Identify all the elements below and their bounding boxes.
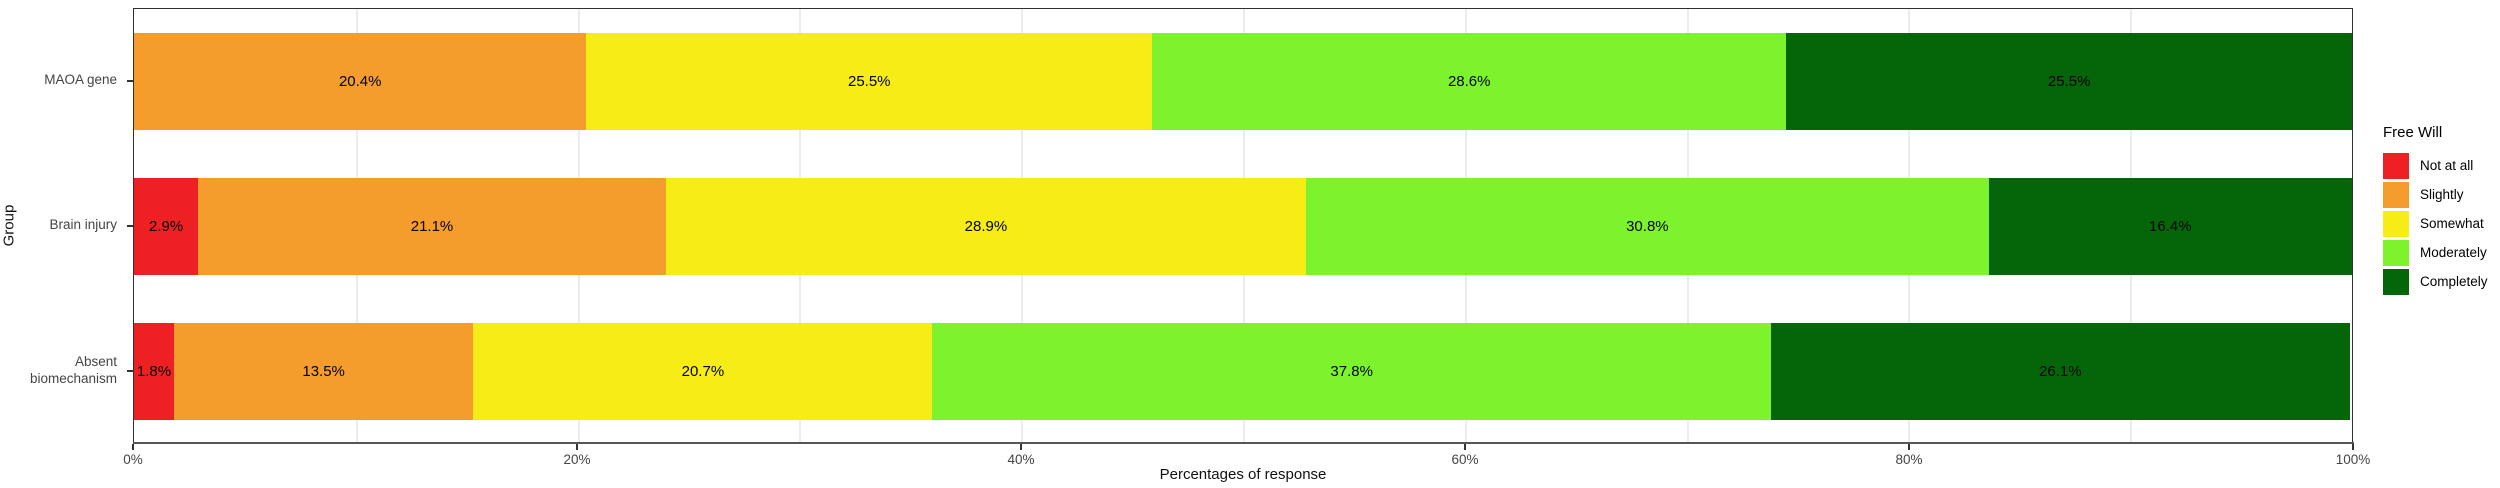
segment-value-label: 25.5% — [847, 73, 891, 90]
legend-entry: Completely — [2383, 267, 2488, 296]
legend-title: Free Will — [2383, 124, 2443, 141]
bar-segment: 28.6% — [1152, 33, 1787, 130]
bar-segment: 20.4% — [134, 33, 587, 130]
x-axis-tick — [576, 444, 578, 450]
legend-color-swatch — [2383, 268, 2409, 295]
bars-layer: 20.4% 25.5% 28.6% 25.5% 2.9% 21.1% 28.9% 30.8% 1… — [134, 9, 2352, 442]
x-axis-tick — [1464, 444, 1466, 450]
y-axis-category-label: Absent biomechanism — [0, 298, 117, 443]
segment-value-label: 30.8% — [1626, 218, 1669, 235]
segment-value-label: 13.5% — [302, 363, 345, 380]
segment-value-label: 20.4% — [338, 73, 382, 90]
x-axis-tick-label: 40% — [1007, 452, 1035, 467]
legend-entry: Slightly — [2383, 180, 2488, 209]
segment-value-label: 28.9% — [964, 218, 1008, 235]
legend-entry: Moderately — [2383, 238, 2488, 267]
x-axis-tick — [1020, 444, 1022, 450]
bar-segment: 20.7% — [473, 323, 933, 420]
bar-row: 20.4% 25.5% 28.6% 25.5% — [134, 9, 2352, 154]
y-axis-category-label-text: MAOA gene — [44, 72, 117, 88]
x-axis-line — [133, 442, 2354, 444]
x-axis-tick-label: 100% — [2335, 452, 2371, 467]
y-axis-category-label: MAOA gene — [0, 8, 117, 153]
x-axis-tick-label: 20% — [563, 452, 591, 467]
legend-entry-label: Somewhat — [2420, 216, 2484, 231]
legend-entry: Not at all — [2383, 151, 2488, 180]
segment-value-label: 16.4% — [2149, 218, 2192, 235]
segment-value-label: 28.6% — [1447, 73, 1491, 90]
stacked-bar: 2.9% 21.1% 28.9% 30.8% 16.4% — [134, 178, 2352, 275]
bar-segment: 1.8% — [134, 323, 174, 420]
legend-color-swatch — [2383, 210, 2409, 237]
bar-row: 1.8% 13.5% 20.7% 37.8% 26.1% — [134, 299, 2352, 444]
legend-color-swatch — [2383, 239, 2409, 266]
bar-segment: 28.9% — [665, 178, 1307, 275]
y-axis-tick-labels: MAOA gene Brain injury Absent biomechanism — [0, 8, 125, 443]
plot-panel: 20.4% 25.5% 28.6% 25.5% 2.9% 21.1% 28.9% 30.8% 1… — [133, 8, 2353, 443]
segment-value-label: 37.8% — [1330, 363, 1373, 380]
bar-row: 2.9% 21.1% 28.9% 30.8% 16.4% — [134, 154, 2352, 299]
x-axis-tick-label: 60% — [1451, 452, 1479, 467]
legend-color-swatch — [2383, 152, 2409, 179]
bar-segment: 25.5% — [586, 33, 1153, 130]
y-axis-category-label-text: Brain injury — [49, 217, 117, 233]
x-axis-tick — [2352, 444, 2354, 450]
x-axis-tick — [132, 444, 134, 450]
legend-entry-label: Slightly — [2420, 187, 2464, 202]
stacked-bar: 20.4% 25.5% 28.6% 25.5% — [134, 33, 2352, 130]
y-axis-tick — [127, 79, 133, 82]
y-axis-tick — [127, 369, 133, 372]
legend-entry: Somewhat — [2383, 209, 2488, 238]
segment-value-label: 26.1% — [2039, 363, 2082, 380]
x-axis-tick — [1908, 444, 1910, 450]
x-axis-title: Percentages of response — [1159, 466, 1327, 483]
segment-value-label: 2.9% — [149, 218, 184, 235]
bar-segment: 30.8% — [1306, 178, 1989, 275]
x-axis-tick-label: 0% — [123, 452, 143, 467]
bar-segment: 25.5% — [1786, 33, 2352, 130]
stacked-bar: 1.8% 13.5% 20.7% 37.8% 26.1% — [134, 323, 2352, 420]
segment-value-label: 1.8% — [136, 363, 172, 380]
legend-entries: Not at all Slightly Somewhat Moderately Comp… — [2383, 151, 2488, 296]
x-axis-tick-label: 80% — [1895, 452, 1923, 467]
segment-value-label: 25.5% — [2047, 73, 2091, 90]
legend-entry-label: Completely — [2420, 274, 2488, 289]
legend-entry-label: Moderately — [2420, 245, 2487, 260]
y-axis-tick — [127, 224, 133, 227]
bar-segment: 13.5% — [173, 323, 474, 420]
y-axis-category-label: Brain injury — [0, 153, 117, 298]
bar-segment: 2.9% — [134, 178, 199, 275]
legend: Free Will Not at all Slightly Somewhat Mode… — [2383, 124, 2488, 296]
segment-value-label: 20.7% — [681, 363, 725, 380]
bar-segment: 37.8% — [932, 323, 1771, 420]
bar-segment: 26.1% — [1770, 323, 2350, 420]
y-axis-category-label-text: Absent biomechanism — [29, 353, 117, 386]
bar-segment: 21.1% — [198, 178, 666, 275]
legend-color-swatch — [2383, 181, 2409, 208]
bar-segment: 16.4% — [1988, 178, 2352, 275]
legend-entry-label: Not at all — [2420, 158, 2474, 173]
segment-value-label: 21.1% — [410, 218, 454, 235]
